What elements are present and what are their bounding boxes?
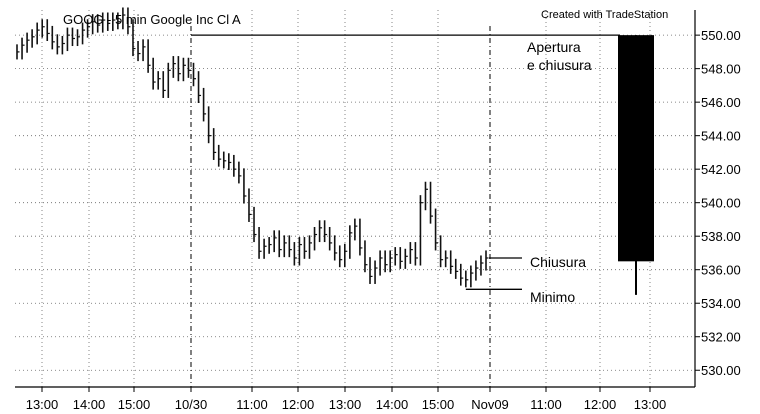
y-tick-label: 548.00: [701, 62, 741, 77]
x-tick-label: 13:00: [634, 397, 667, 412]
y-tick-label: 534.00: [701, 296, 741, 311]
y-tick-label: 536.00: [701, 263, 741, 278]
x-tick-label: 12:00: [584, 397, 617, 412]
x-tick-label: 11:00: [236, 397, 268, 412]
annotation-close: Chiusura: [530, 254, 586, 270]
y-tick-label: 540.00: [701, 196, 741, 211]
x-tick-label: 10/30: [175, 397, 208, 412]
axes: 530.00 532.00 534.00 536.00 538.00 540.00 542.…: [15, 10, 741, 412]
chart-title: GOOG - 5 min Google Inc Cl A: [63, 12, 241, 27]
annotation-open-close-line2: e chiusura: [527, 57, 592, 73]
x-tick-label: 15:00: [118, 397, 151, 412]
candle-body: [618, 35, 654, 262]
summary-candle: [618, 35, 654, 295]
y-tick-label: 538.00: [701, 229, 741, 244]
x-tick-label: 14:00: [73, 397, 106, 412]
x-tick-label: 11:00: [530, 397, 562, 412]
x-tick-label: 13:00: [329, 397, 362, 412]
y-tick-label: 546.00: [701, 95, 741, 110]
y-tick-label: 542.00: [701, 162, 741, 177]
y-tick-label: 530.00: [701, 363, 741, 378]
x-tick-label: 12:00: [282, 397, 315, 412]
price-bars: [16, 7, 489, 288]
x-tick-label: 14:00: [376, 397, 409, 412]
y-tick-label: 532.00: [701, 330, 741, 345]
annotation-low: Minimo: [530, 289, 575, 305]
chart-credit: Created with TradeStation: [541, 9, 668, 21]
annotation-open-close-line1: Apertura: [527, 39, 581, 55]
x-tick-label: 13:00: [26, 397, 59, 412]
x-tick-label: Nov09: [471, 397, 509, 412]
x-tick-label: 15:00: [422, 397, 455, 412]
y-tick-label: 550.00: [701, 28, 741, 43]
y-tick-label: 544.00: [701, 129, 741, 144]
guide-lines: [191, 34, 620, 290]
